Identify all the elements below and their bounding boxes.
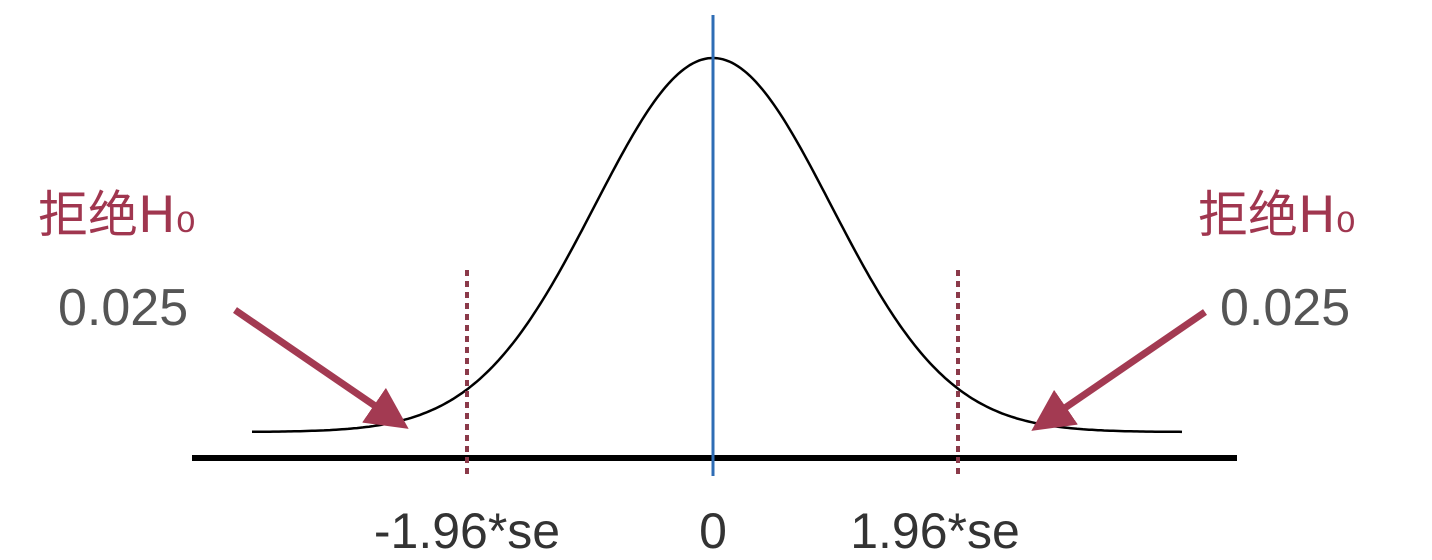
- arrow-left: [233, 307, 409, 429]
- axis-label: 0: [699, 503, 727, 559]
- reject-label-left: 拒绝H₀: [38, 186, 196, 244]
- reject-label-right: 拒绝H₀: [1198, 186, 1356, 244]
- axis-label: 1.96*se: [850, 503, 1020, 559]
- axis-label: -1.96*se: [374, 503, 560, 559]
- probability-left: 0.025: [58, 279, 188, 337]
- arrow-right: [1031, 309, 1207, 431]
- normal-curve: [252, 56, 1183, 434]
- probability-right: 0.025: [1220, 279, 1350, 337]
